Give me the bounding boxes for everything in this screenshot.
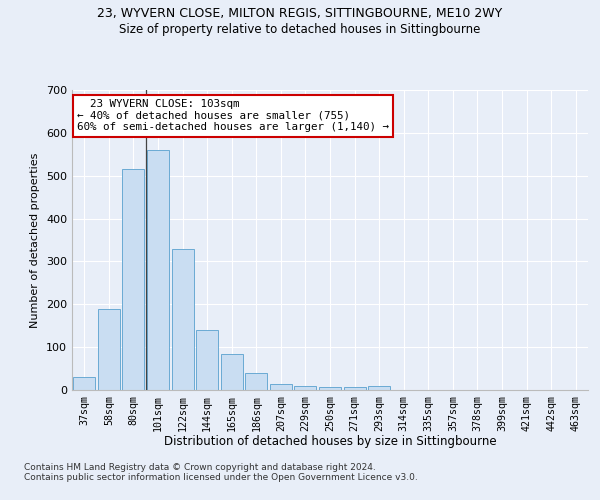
Text: Size of property relative to detached houses in Sittingbourne: Size of property relative to detached ho… xyxy=(119,22,481,36)
Bar xyxy=(147,150,169,390)
Bar xyxy=(122,170,145,390)
Bar xyxy=(196,330,218,390)
Bar xyxy=(368,386,390,390)
Bar xyxy=(73,377,95,390)
Bar xyxy=(245,373,268,390)
Bar xyxy=(319,386,341,390)
Bar xyxy=(270,384,292,390)
Bar xyxy=(221,354,243,390)
Bar xyxy=(172,250,194,390)
Bar xyxy=(295,386,316,390)
Text: Distribution of detached houses by size in Sittingbourne: Distribution of detached houses by size … xyxy=(164,435,496,448)
Text: Contains HM Land Registry data © Crown copyright and database right 2024.
Contai: Contains HM Land Registry data © Crown c… xyxy=(24,462,418,482)
Text: 23, WYVERN CLOSE, MILTON REGIS, SITTINGBOURNE, ME10 2WY: 23, WYVERN CLOSE, MILTON REGIS, SITTINGB… xyxy=(97,8,503,20)
Bar xyxy=(98,308,120,390)
Text: 23 WYVERN CLOSE: 103sqm
← 40% of detached houses are smaller (755)
60% of semi-d: 23 WYVERN CLOSE: 103sqm ← 40% of detache… xyxy=(77,99,389,132)
Y-axis label: Number of detached properties: Number of detached properties xyxy=(31,152,40,328)
Bar xyxy=(344,386,365,390)
